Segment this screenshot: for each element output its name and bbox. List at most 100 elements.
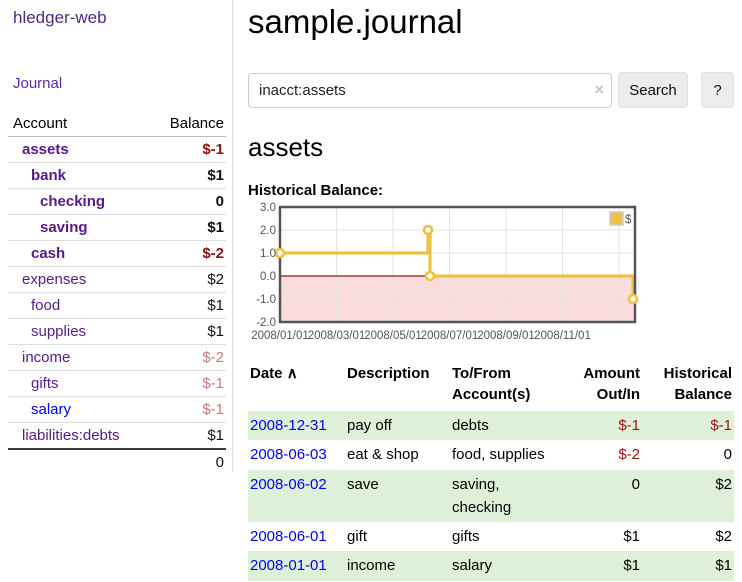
svg-text:-1.0: -1.0 (256, 294, 276, 306)
transaction-description: eat & shop (347, 446, 419, 464)
main-content: sample.journal × Search ? assets Histori… (248, 0, 734, 581)
svg-text:0.0: 0.0 (260, 271, 276, 283)
svg-text:1.0: 1.0 (260, 248, 276, 260)
account-balance: $1 (149, 292, 226, 319)
transaction-date-link[interactable]: 2008-06-03 (250, 446, 327, 464)
svg-text:2008/07/01: 2008/07/01 (421, 330, 479, 342)
transaction-accounts: debts (452, 417, 489, 434)
search-input[interactable] (248, 72, 612, 108)
svg-text:2008/09/01: 2008/09/01 (477, 330, 535, 342)
account-link-food[interactable]: food (31, 297, 61, 314)
chart-canvas: $ 3.0 2.0 1.0 0.0 -1.0 -2.0 2008/01/01 2… (251, 202, 639, 342)
account-row: liabilities:debts $1 (8, 422, 226, 449)
account-balance: $2 (149, 266, 226, 293)
transaction-amount: 0 (631, 475, 640, 493)
transaction-date-link[interactable]: 2008-01-01 (250, 557, 327, 575)
legend-label: $ (625, 214, 632, 226)
account-balance: $1 (149, 422, 226, 449)
sort-asc-icon: ∧ (286, 365, 298, 382)
account-row: cash $-2 (8, 240, 226, 267)
register-col-amount: Amount Out/In (583, 365, 640, 403)
search-bar: × Search ? (248, 72, 734, 108)
transaction-description: pay off (347, 417, 392, 434)
transaction-accounts: salary (452, 557, 493, 575)
transaction-balance: $1 (715, 557, 732, 575)
register-col-balance: Historical Balance (663, 365, 732, 403)
account-row: salary $-1 (8, 396, 226, 423)
register-col-accounts: To/From Account(s) (452, 365, 531, 403)
account-balance: 0 (149, 188, 226, 215)
register-header-row: Date ∧ Description To/From Account(s) Am… (248, 361, 734, 411)
account-balance: $-2 (149, 240, 226, 267)
account-heading: assets (248, 132, 324, 162)
account-link-supplies[interactable]: supplies (31, 323, 87, 340)
account-row: checking 0 (8, 188, 226, 215)
transaction-balance: $2 (715, 475, 732, 493)
svg-text:-2.0: -2.0 (256, 317, 276, 329)
search-button[interactable]: Search (618, 72, 688, 108)
account-row: food $1 (8, 292, 226, 319)
register-row: 2008-01-01 income salary $1 $1 (248, 551, 734, 581)
page-title: sample.journal (248, 3, 463, 40)
register-row: 2008-06-02 save saving, checking 0 $2 (248, 469, 734, 522)
account-balance: $-1 (202, 141, 224, 158)
account-link-income[interactable]: income (22, 349, 71, 366)
help-button[interactable]: ? (701, 72, 734, 108)
account-balance: $-1 (149, 370, 226, 397)
transaction-amount: $-1 (618, 417, 640, 434)
transaction-date-link[interactable]: 2008-06-01 (250, 528, 327, 545)
clear-search-icon[interactable]: × (594, 79, 604, 99)
sidebar: hledger-web Journal Account Balance asse… (0, 0, 233, 475)
transaction-balance: 0 (723, 446, 732, 464)
sidebar-item-journal[interactable]: Journal (13, 75, 63, 92)
transaction-accounts: food, supplies (452, 446, 545, 464)
account-link-gifts[interactable]: gifts (31, 375, 59, 392)
accounts-total: 0 (149, 448, 226, 475)
chart-title: Historical Balance: (248, 182, 384, 199)
account-link-liabilities-debts[interactable]: liabilities:debts (22, 427, 120, 444)
account-balance: $1 (149, 318, 226, 345)
account-link-checking[interactable]: checking (40, 193, 106, 210)
transaction-amount: $1 (623, 557, 640, 575)
transaction-accounts: saving, checking (452, 475, 512, 516)
plot-border (278, 205, 637, 324)
transaction-description: gift (347, 528, 368, 545)
account-row: bank $1 (8, 162, 226, 189)
account-row: assets $-1 (8, 137, 226, 163)
account-link-expenses[interactable]: expenses (22, 271, 87, 288)
legend-swatch (609, 211, 624, 226)
account-row: gifts $-1 (8, 370, 226, 397)
accounts-col-account: Account (8, 111, 150, 137)
app-brand-link[interactable]: hledger-web (13, 8, 107, 27)
transaction-date-link[interactable]: 2008-12-31 (250, 417, 327, 434)
account-link-assets[interactable]: assets (22, 141, 69, 158)
account-link-salary[interactable]: salary (31, 401, 72, 418)
transaction-description: income (347, 557, 396, 575)
svg-text:2008/05/01: 2008/05/01 (364, 330, 422, 342)
account-balance: $-2 (149, 344, 226, 371)
historical-balance-chart: $ 3.0 2.0 1.0 0.0 -1.0 -2.0 2008/01/01 2… (248, 202, 648, 347)
svg-text:2008/03/01: 2008/03/01 (308, 330, 366, 342)
register-table: Date ∧ Description To/From Account(s) Am… (248, 361, 734, 581)
data-point-markers (274, 224, 639, 305)
transaction-description: save (347, 475, 379, 493)
register-col-date[interactable]: Date ∧ (250, 365, 298, 382)
transaction-amount: $1 (623, 528, 640, 545)
svg-text:3.0: 3.0 (260, 202, 276, 214)
register-row: 2008-06-01 gift gifts $1 $2 (248, 522, 734, 551)
y-axis-ticks: 3.0 2.0 1.0 0.0 -1.0 -2.0 (256, 202, 276, 329)
register-row: 2008-06-03 eat & shop food, supplies $-2… (248, 440, 734, 469)
accounts-table: Account Balance assets $-1 bank $1 checkin… (8, 111, 226, 475)
accounts-col-balance: Balance (149, 111, 226, 137)
account-row: supplies $1 (8, 318, 226, 345)
account-row: expenses $2 (8, 266, 226, 293)
x-axis-ticks: 2008/01/01 2008/03/01 2008/05/01 2008/07… (251, 330, 591, 342)
register-col-description: Description (347, 365, 430, 382)
svg-text:2.0: 2.0 (260, 225, 276, 237)
account-link-bank[interactable]: bank (31, 167, 67, 184)
account-balance: $1 (149, 214, 226, 241)
account-link-cash[interactable]: cash (31, 245, 66, 262)
transaction-date-link[interactable]: 2008-06-02 (250, 475, 327, 493)
account-row: saving $1 (8, 214, 226, 241)
account-link-saving[interactable]: saving (40, 219, 88, 236)
